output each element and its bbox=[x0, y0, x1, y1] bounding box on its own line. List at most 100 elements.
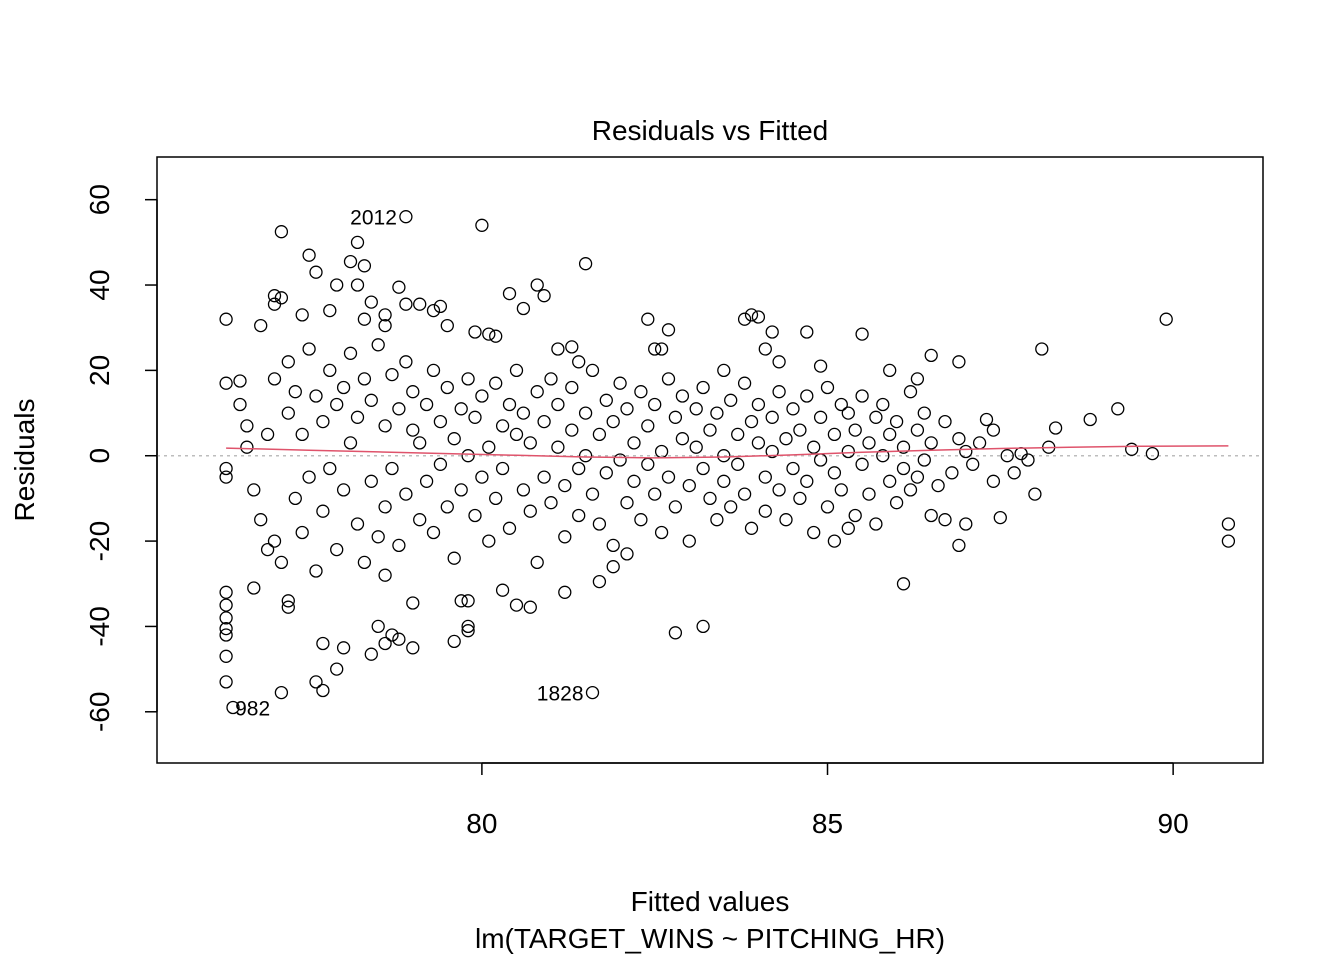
residual-point bbox=[461, 372, 475, 386]
residual-point bbox=[288, 491, 302, 506]
residual-point bbox=[986, 423, 1001, 437]
residual-point bbox=[786, 461, 800, 476]
residual-point bbox=[1014, 446, 1028, 461]
y-tick-label: -20 bbox=[84, 521, 115, 561]
residual-point bbox=[827, 466, 842, 480]
residual-point bbox=[717, 363, 731, 378]
residual-point bbox=[572, 461, 586, 476]
residual-point bbox=[1221, 534, 1236, 548]
residual-point bbox=[482, 327, 496, 341]
residual-point bbox=[309, 389, 323, 403]
residual-point bbox=[959, 517, 973, 531]
residual-point bbox=[357, 555, 372, 570]
residual-point bbox=[309, 564, 323, 578]
residual-point bbox=[544, 372, 558, 386]
residual-point bbox=[419, 474, 434, 488]
residual-point bbox=[1159, 312, 1173, 326]
residual-point bbox=[731, 427, 745, 442]
residual-point bbox=[378, 500, 392, 514]
residual-point bbox=[495, 461, 510, 476]
residual-point bbox=[807, 525, 821, 540]
residual-point bbox=[924, 508, 938, 523]
residual-point bbox=[855, 327, 869, 341]
residual-point bbox=[862, 487, 876, 501]
residual-point bbox=[696, 461, 710, 476]
residual-point bbox=[530, 385, 544, 399]
chart-title: Residuals vs Fitted bbox=[592, 115, 829, 146]
residual-point bbox=[1083, 412, 1097, 427]
residual-point bbox=[475, 470, 489, 484]
residual-point bbox=[558, 585, 572, 599]
residual-point bbox=[578, 449, 593, 463]
residual-point bbox=[641, 312, 655, 326]
residual-point bbox=[917, 453, 931, 467]
residual-point bbox=[468, 508, 482, 523]
residual-point bbox=[406, 596, 420, 610]
residual-point bbox=[254, 513, 268, 527]
residual-point bbox=[578, 257, 593, 271]
x-tick-label: 80 bbox=[466, 808, 497, 839]
residual-point bbox=[523, 504, 537, 518]
residual-point bbox=[744, 308, 759, 322]
residual-point bbox=[371, 338, 385, 352]
residual-point bbox=[454, 483, 468, 497]
residual-point bbox=[910, 372, 925, 386]
residual-point bbox=[924, 348, 938, 363]
residual-point bbox=[772, 385, 786, 399]
residual-point bbox=[620, 402, 634, 416]
y-tick-label: 0 bbox=[84, 448, 115, 464]
chart-subtitle: lm(TARGET_WINS ~ PITCHING_HR) bbox=[475, 923, 945, 954]
residual-point bbox=[219, 376, 233, 390]
residual-point bbox=[468, 325, 482, 339]
residual-point bbox=[350, 410, 365, 424]
residual-point bbox=[675, 389, 690, 403]
residual-point bbox=[1021, 453, 1035, 467]
residual-point bbox=[406, 423, 420, 437]
residual-point bbox=[696, 380, 710, 395]
residual-point bbox=[392, 280, 406, 294]
residual-point bbox=[931, 478, 945, 493]
residual-point bbox=[737, 376, 752, 390]
residual-point bbox=[413, 513, 427, 527]
residual-point bbox=[426, 303, 441, 318]
residual-point bbox=[350, 278, 365, 292]
residual-point bbox=[316, 636, 330, 651]
residual-point bbox=[461, 619, 475, 634]
residual-point bbox=[399, 355, 413, 369]
residual-point bbox=[288, 385, 302, 399]
residual-point bbox=[323, 461, 337, 476]
residual-point bbox=[413, 436, 427, 450]
residual-point bbox=[952, 355, 966, 369]
residual-point bbox=[330, 397, 344, 412]
residual-point bbox=[682, 478, 696, 493]
residual-point bbox=[648, 487, 662, 501]
point-labels: 2012 1828 982 bbox=[235, 207, 583, 721]
residual-point bbox=[827, 534, 842, 548]
residual-point bbox=[1125, 442, 1139, 456]
residual-point bbox=[551, 342, 565, 356]
residual-point bbox=[219, 312, 233, 326]
residual-point bbox=[731, 457, 745, 471]
residual-point bbox=[309, 675, 323, 689]
residual-point bbox=[793, 423, 807, 437]
residual-point bbox=[260, 542, 275, 557]
residual-point bbox=[502, 286, 517, 301]
residual-point bbox=[385, 628, 399, 642]
residual-point bbox=[413, 297, 427, 311]
residual-point bbox=[537, 289, 551, 303]
residual-point bbox=[364, 647, 378, 661]
residual-point bbox=[316, 683, 330, 698]
residual-point bbox=[551, 397, 565, 412]
residual-point bbox=[592, 574, 607, 589]
residual-point bbox=[620, 547, 634, 561]
residual-point bbox=[516, 406, 531, 420]
residual-point bbox=[551, 440, 565, 454]
residual-point bbox=[889, 496, 904, 510]
residual-point bbox=[343, 254, 358, 269]
residual-point bbox=[364, 474, 378, 488]
residual-point bbox=[585, 487, 600, 501]
residual-point bbox=[896, 461, 911, 476]
residual-point bbox=[482, 534, 496, 548]
residual-point bbox=[592, 517, 607, 531]
